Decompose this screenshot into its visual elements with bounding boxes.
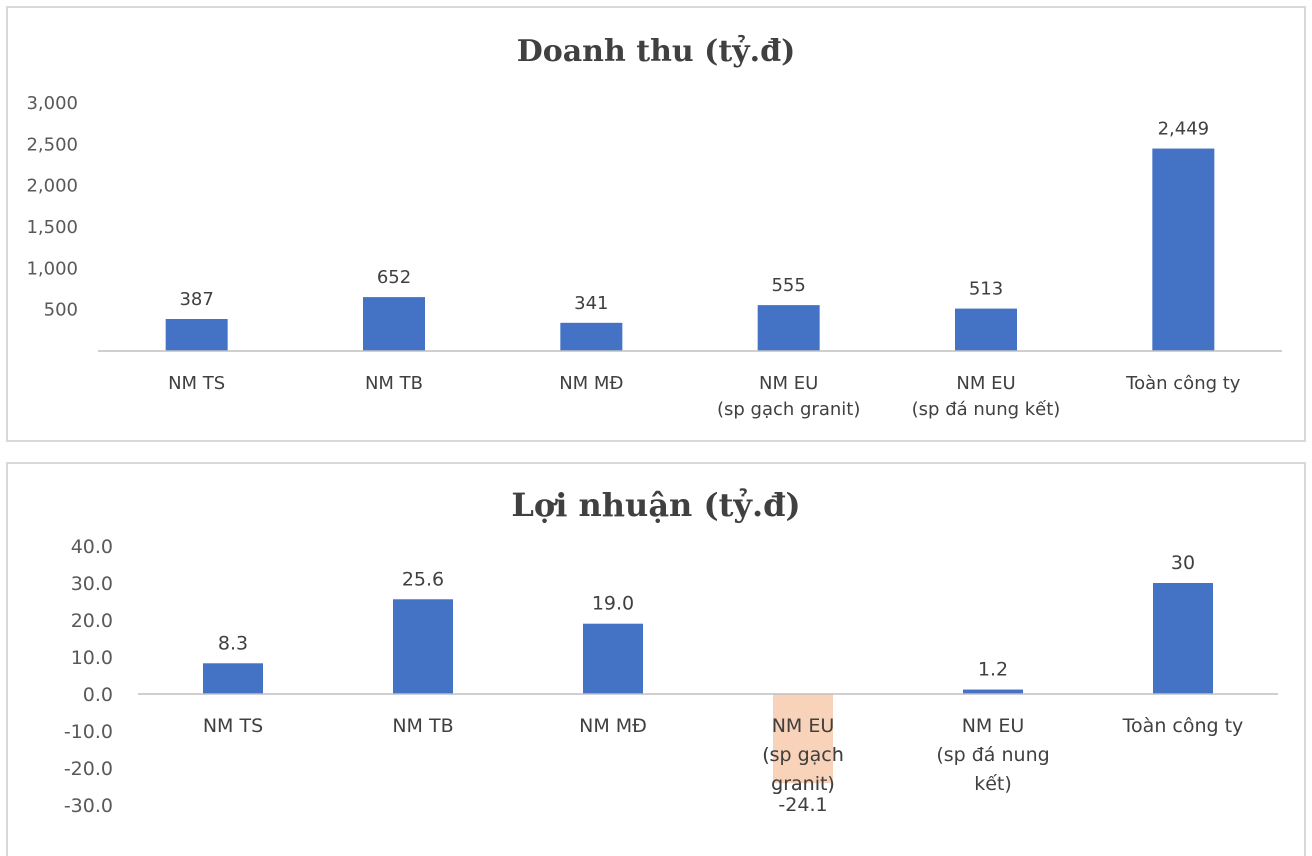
x-category-label: (sp đá nung kết) xyxy=(912,399,1061,420)
x-category-label: NM TB xyxy=(392,715,453,737)
data-label: 19.0 xyxy=(592,593,634,615)
data-label: 25.6 xyxy=(402,568,444,590)
data-label: 2,449 xyxy=(1158,119,1210,140)
x-category-label: Toàn công ty xyxy=(1122,715,1244,737)
y-tick-label: 1,500 xyxy=(26,217,78,238)
y-tick-label: -20.0 xyxy=(64,758,113,780)
x-category-label: NM MĐ xyxy=(579,715,647,737)
y-tick-label: 3,000 xyxy=(26,93,78,114)
x-category-label: (sp gạch granit) xyxy=(717,399,860,420)
y-tick-label: 1,000 xyxy=(26,258,78,279)
x-category-label: NM EU xyxy=(962,715,1025,737)
y-tick-label: 30.0 xyxy=(71,573,113,595)
y-tick-label: 2,500 xyxy=(26,134,78,155)
bar xyxy=(963,689,1023,694)
chart-title: Lợi nhuận (tỷ.đ) xyxy=(511,486,800,524)
bar xyxy=(203,663,263,694)
x-category-label: Toàn công ty xyxy=(1125,373,1241,394)
x-category-label: NM EU xyxy=(759,373,818,394)
bar xyxy=(1152,148,1215,351)
x-category-label-overlay: (sp gạch xyxy=(762,744,844,766)
x-category-label: NM TB xyxy=(365,373,423,394)
data-label: 8.3 xyxy=(218,632,248,654)
y-tick-label: 0.0 xyxy=(83,684,113,706)
x-category-label: (sp đá nung xyxy=(936,744,1049,766)
x-category-label: kết) xyxy=(974,773,1012,795)
x-category-label-overlay: granit) xyxy=(771,773,835,795)
y-tick-label: -30.0 xyxy=(64,795,113,817)
bar xyxy=(363,297,425,351)
x-category-label: NM EU xyxy=(956,373,1015,394)
revenue-chart-panel xyxy=(6,6,1306,442)
bar xyxy=(560,322,623,351)
y-tick-label: 2,000 xyxy=(26,176,78,197)
x-category-label: NM MĐ xyxy=(559,373,623,394)
data-label: 652 xyxy=(377,267,411,288)
y-tick-label: 40.0 xyxy=(71,536,113,558)
x-category-label: NM TS xyxy=(168,373,225,394)
data-label: 513 xyxy=(969,279,1003,300)
data-label: 341 xyxy=(574,293,608,314)
data-label: 555 xyxy=(771,275,805,296)
data-label: -24.1 xyxy=(778,794,827,816)
bar xyxy=(757,305,820,351)
y-tick-label: 500 xyxy=(44,300,78,321)
bar xyxy=(393,599,453,694)
x-category-label-overlay: NM EU xyxy=(772,715,835,737)
y-tick-label: 10.0 xyxy=(71,647,113,669)
data-label: 1.2 xyxy=(978,659,1008,681)
bar xyxy=(955,308,1017,351)
chart-title: Doanh thu (tỷ.đ) xyxy=(517,34,796,69)
y-tick-label: 20.0 xyxy=(71,610,113,632)
data-label: 30 xyxy=(1171,552,1195,574)
bar xyxy=(773,694,833,784)
bar xyxy=(583,623,643,694)
bar xyxy=(165,319,228,351)
y-tick-label: -10.0 xyxy=(64,721,113,743)
data-label: 387 xyxy=(179,289,213,310)
x-category-label: NM TS xyxy=(203,715,263,737)
bar xyxy=(1153,583,1213,694)
profit-chart-panel xyxy=(6,462,1306,856)
